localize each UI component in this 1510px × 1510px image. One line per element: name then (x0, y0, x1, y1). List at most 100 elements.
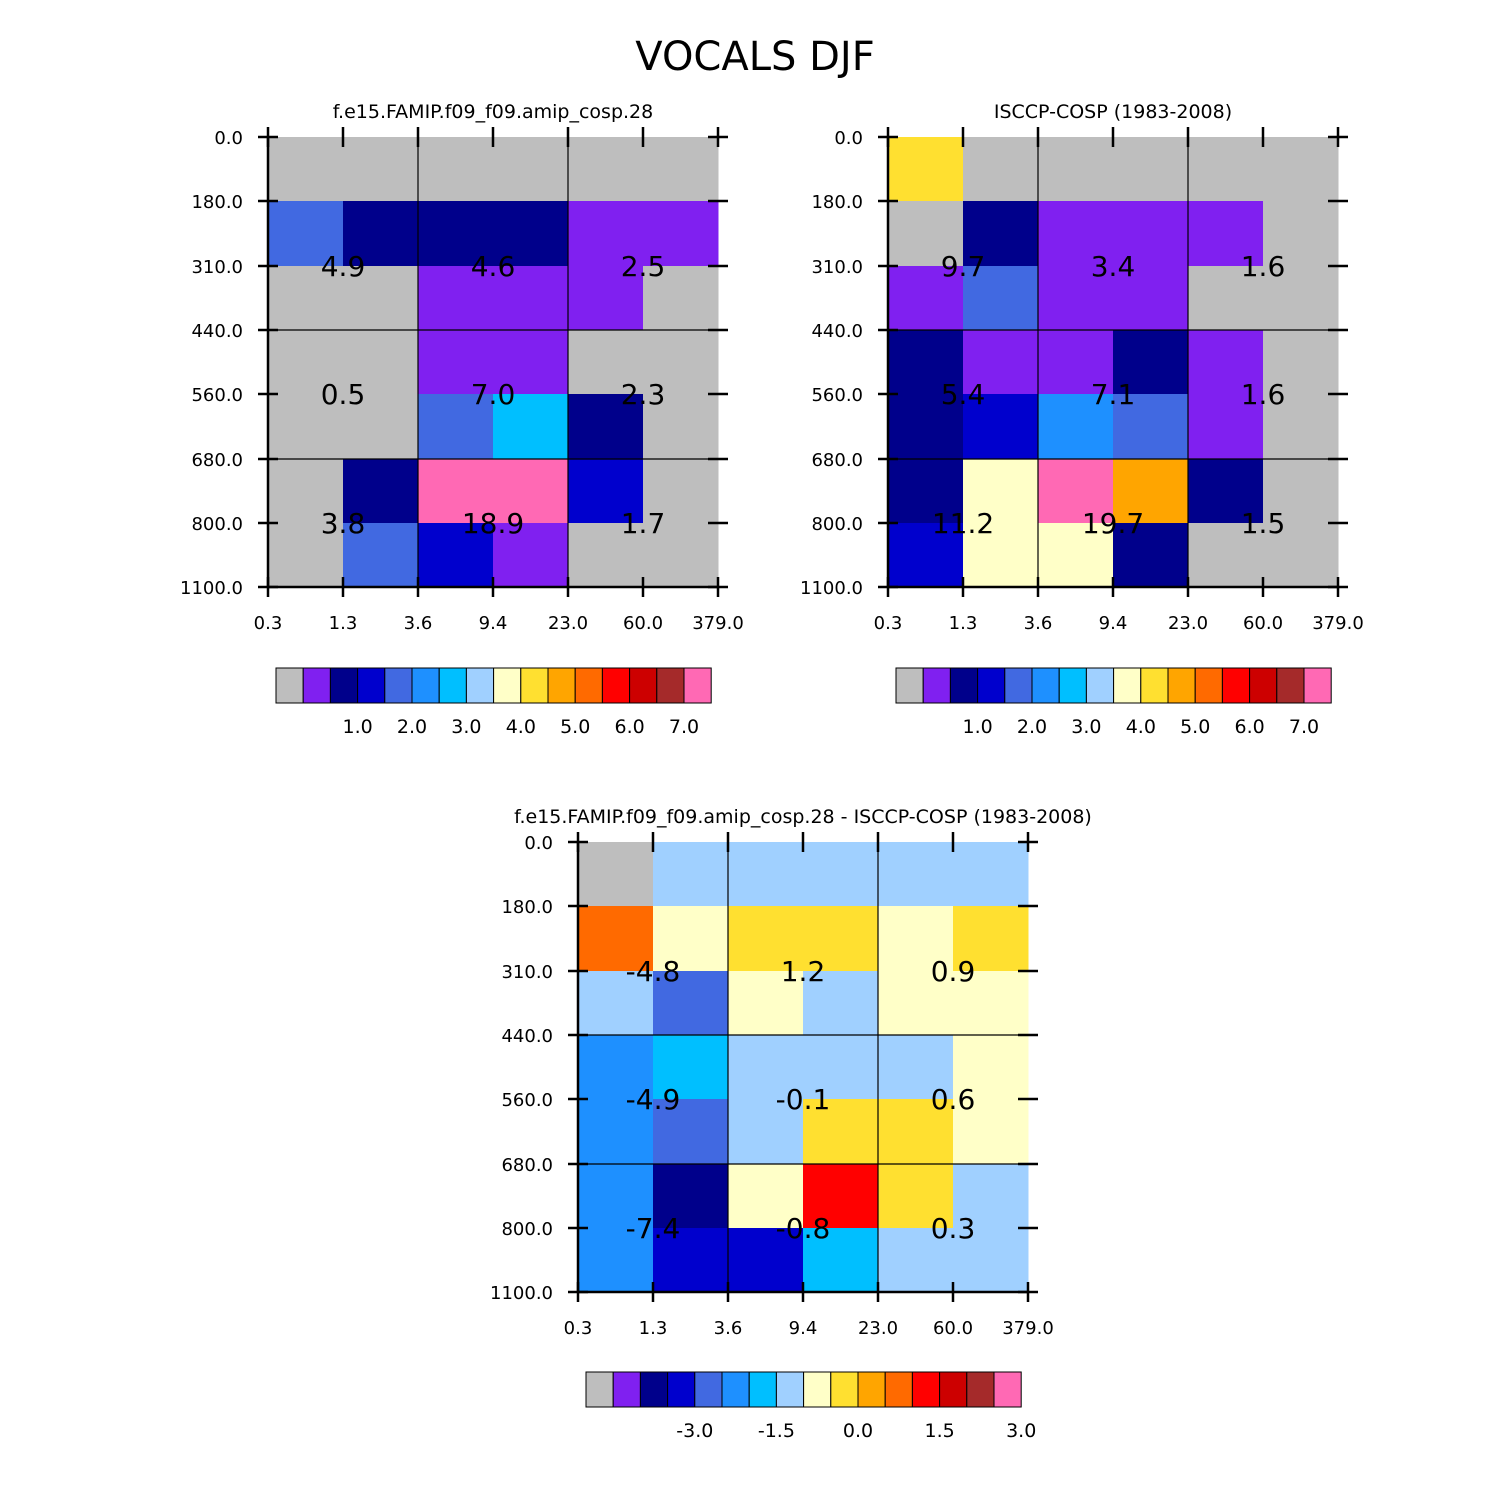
heatmap-cell (653, 971, 729, 1036)
colorbar-swatch (1058, 667, 1087, 704)
y-tick-label: 1100.0 (180, 578, 243, 599)
colorbar-label: -3.0 (676, 1420, 713, 1442)
heatmap-cell (578, 1228, 654, 1293)
heatmap-cell (653, 906, 729, 972)
heatmap-cell (643, 330, 719, 395)
y-tick-label: 680.0 (501, 1155, 553, 1176)
colorbar-swatch (520, 667, 549, 704)
heatmap-cell (493, 266, 569, 331)
heatmap-cell (418, 330, 494, 395)
heatmap-cell (803, 1228, 879, 1293)
heatmap-cell (803, 971, 879, 1036)
heatmap-cell (1263, 137, 1339, 202)
heatmap-cell (493, 394, 569, 460)
x-tick-label: 379.0 (1002, 1318, 1054, 1339)
heatmap-cell (728, 971, 804, 1036)
colorbar-swatch (977, 667, 1006, 704)
x-tick-label: 9.4 (1099, 613, 1128, 634)
heatmap-cell (728, 906, 804, 972)
heatmap-cell (653, 1228, 729, 1293)
colorbar-swatch (721, 1371, 750, 1408)
heatmap-cell (1113, 523, 1189, 588)
heatmap-cell (268, 201, 344, 267)
colorbar-swatch (357, 667, 386, 704)
heatmap-cell (268, 459, 344, 524)
colorbar-swatch (1167, 667, 1196, 704)
colorbar-swatch (1303, 667, 1332, 704)
block-value-label: 7.1 (1091, 378, 1136, 411)
x-tick-label: 0.3 (564, 1318, 593, 1339)
block-value-label: -0.8 (776, 1212, 831, 1245)
colorbar-label: 5.0 (560, 716, 590, 738)
heatmap-cell (953, 1035, 1029, 1100)
heatmap-cell (568, 330, 644, 395)
y-tick-label: 560.0 (191, 385, 243, 406)
colorbar-label: 3.0 (1006, 1420, 1036, 1442)
x-tick-label: 1.3 (639, 1318, 668, 1339)
heatmap-cell (418, 459, 494, 524)
heatmap-cell (343, 523, 419, 588)
heatmap-cell (728, 1099, 804, 1165)
heatmap-cell (578, 906, 654, 972)
heatmap-cell (1113, 459, 1189, 524)
heatmap-cell (1188, 201, 1264, 267)
heatmap-cell (1113, 330, 1189, 395)
heatmap-cell (343, 201, 419, 267)
heatmap-cell (1263, 330, 1339, 395)
colorbar-swatch (585, 1371, 614, 1408)
block-value-label: 1.2 (781, 955, 826, 988)
colorbar-swatch (922, 667, 951, 704)
block-value-label: 5.4 (941, 378, 986, 411)
heatmap-cell (1113, 137, 1189, 202)
x-tick-label: 23.0 (858, 1318, 898, 1339)
heatmap-cell (343, 394, 419, 460)
heatmap-cell (643, 394, 719, 460)
colorbar-label: -1.5 (758, 1420, 795, 1442)
colorbar-swatch (830, 1371, 859, 1408)
x-tick-label: 3.6 (714, 1318, 743, 1339)
colorbar-swatch (803, 1371, 832, 1408)
heatmap-cell (1263, 523, 1339, 588)
panel-title: f.e15.FAMIP.f09_f09.amip_cosp.28 (333, 101, 653, 123)
heatmap-cell (643, 266, 719, 331)
heatmap-cell (643, 137, 719, 202)
heatmap-cell (578, 1099, 654, 1165)
heatmap-cell (568, 523, 644, 588)
colorbar-swatch (1249, 667, 1278, 704)
heatmap-cell (963, 201, 1039, 267)
panel-obs: ISCCP-COSP (1983-2008) 9.7 3.4 1.6 5.4 7.1 1.6… (800, 101, 1364, 738)
y-tick-label: 560.0 (811, 385, 863, 406)
heatmap-cell (953, 1164, 1029, 1229)
colorbar-swatch (639, 1371, 669, 1408)
heatmap-cell (963, 137, 1039, 202)
heatmap-cell (268, 394, 344, 460)
block-value-label: -7.4 (626, 1212, 681, 1245)
heatmap-cell (493, 330, 569, 395)
y-tick-label: 800.0 (501, 1219, 553, 1240)
heatmap-cell (963, 330, 1039, 395)
colorbar-swatch (275, 667, 304, 704)
colorbar-label: 3.0 (451, 716, 481, 738)
block-value-label: 2.5 (621, 250, 666, 283)
figure-title: VOCALS DJF (635, 34, 874, 80)
heatmap-cell (963, 459, 1039, 524)
heatmap-cell (418, 201, 494, 267)
heatmap-cell (343, 137, 419, 202)
block-value-label: 19.7 (1082, 507, 1144, 540)
y-tick-label: 310.0 (191, 257, 243, 278)
colorbar-swatch (493, 667, 522, 704)
heatmap-cell (568, 266, 644, 331)
colorbar-swatch (775, 1371, 805, 1408)
y-tick-label: 310.0 (501, 962, 553, 983)
heatmap-cell (963, 523, 1039, 588)
block-value-label: 0.6 (931, 1083, 976, 1116)
y-tick-label: 180.0 (501, 897, 553, 918)
heatmap-cell (953, 906, 1029, 972)
x-tick-label: 23.0 (1168, 613, 1208, 634)
y-tick-label: 180.0 (811, 192, 863, 213)
colorbar-label: 5.0 (1180, 716, 1210, 738)
x-tick-label: 1.3 (329, 613, 358, 634)
y-tick-label: 310.0 (811, 257, 863, 278)
heatmap-cell (418, 137, 494, 202)
colorbar-swatch (667, 1371, 696, 1408)
